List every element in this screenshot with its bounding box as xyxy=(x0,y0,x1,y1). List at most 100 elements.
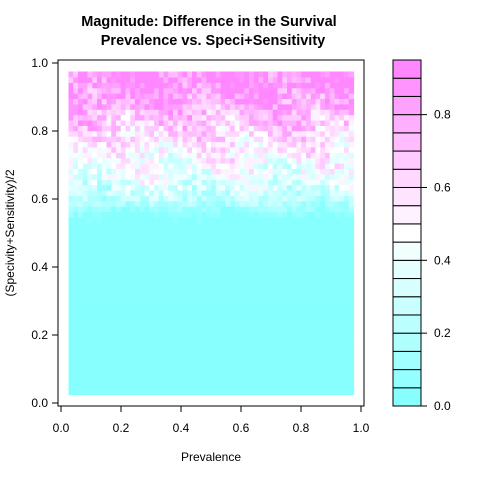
heatmap-cell xyxy=(130,189,136,196)
heatmap-cell xyxy=(258,297,264,304)
heatmap-cell xyxy=(253,254,260,261)
heatmap-cell xyxy=(139,195,146,202)
heatmap-cell xyxy=(106,351,112,358)
heatmap-cell xyxy=(201,362,207,369)
heatmap-cell xyxy=(253,157,260,164)
heatmap-cell xyxy=(173,82,179,89)
heatmap-cell xyxy=(296,71,302,78)
heatmap-cell xyxy=(334,184,340,191)
heatmap-cell xyxy=(206,292,212,299)
heatmap-cell xyxy=(339,313,345,320)
heatmap-cell xyxy=(249,71,255,78)
heatmap-cell xyxy=(182,372,188,379)
heatmap-cell xyxy=(301,302,307,309)
heatmap-cell xyxy=(201,184,207,191)
heatmap-cell xyxy=(249,114,255,121)
heatmap-cell xyxy=(139,82,146,89)
heatmap-cell xyxy=(334,259,340,266)
heatmap-cell xyxy=(325,76,331,83)
heatmap-cell xyxy=(220,249,226,256)
heatmap-cell xyxy=(348,297,355,304)
heatmap-cell xyxy=(78,109,84,116)
heatmap-cell xyxy=(120,367,127,374)
heatmap-cell xyxy=(348,276,355,283)
heatmap-cell xyxy=(258,346,264,353)
heatmap-cell xyxy=(244,87,250,94)
heatmap-cell xyxy=(139,372,146,379)
heatmap-cell xyxy=(163,146,169,153)
heatmap-cell xyxy=(211,302,217,309)
heatmap-cell xyxy=(111,119,117,126)
heatmap-cell xyxy=(92,179,98,186)
heatmap-cell xyxy=(173,356,179,363)
heatmap-cell xyxy=(215,195,222,202)
heatmap-cell xyxy=(111,136,117,143)
heatmap-cell xyxy=(215,324,222,331)
heatmap-cell xyxy=(301,195,307,202)
heatmap-cell xyxy=(149,98,155,105)
heatmap-cell xyxy=(87,141,93,148)
heatmap-cell xyxy=(348,98,355,105)
heatmap-cell xyxy=(230,351,236,358)
heatmap-cell xyxy=(139,227,146,234)
heatmap-cell xyxy=(306,200,312,207)
heatmap-cell xyxy=(120,125,127,132)
heatmap-cell xyxy=(334,302,340,309)
heatmap-cell xyxy=(244,130,250,137)
heatmap-cell xyxy=(196,351,203,358)
heatmap-cell xyxy=(116,130,122,137)
heatmap-cell xyxy=(325,222,331,229)
heatmap-cell xyxy=(211,340,217,347)
heatmap-cell xyxy=(282,109,288,116)
heatmap-cell xyxy=(301,346,307,353)
heatmap-cell xyxy=(211,157,217,164)
heatmap-cell xyxy=(97,146,103,153)
heatmap-cell xyxy=(139,270,146,277)
heatmap-cell xyxy=(244,168,250,175)
heatmap-cell xyxy=(106,308,112,315)
heatmap-cell xyxy=(101,270,108,277)
heatmap-cell xyxy=(306,168,312,175)
heatmap-cell xyxy=(125,103,131,110)
heatmap-cell xyxy=(263,227,269,234)
heatmap-cell xyxy=(344,173,350,180)
heatmap-cell xyxy=(135,286,141,293)
heatmap-cell xyxy=(135,216,141,223)
heatmap-cell xyxy=(215,367,222,374)
heatmap-cell xyxy=(97,76,103,83)
heatmap-cell xyxy=(106,157,112,164)
heatmap-cell xyxy=(139,319,146,326)
heatmap-cell xyxy=(277,227,283,234)
heatmap-cell xyxy=(101,259,108,266)
heatmap-cell xyxy=(253,356,260,363)
heatmap-cell xyxy=(320,372,326,379)
heatmap-cell xyxy=(163,356,169,363)
heatmap-cell xyxy=(149,227,155,234)
heatmap-cell xyxy=(177,211,184,218)
heatmap-cell xyxy=(268,141,274,148)
heatmap-cell xyxy=(82,302,89,309)
heatmap-cell xyxy=(87,200,93,207)
heatmap-cell xyxy=(249,98,255,105)
heatmap-cell xyxy=(206,227,212,234)
heatmap-cell xyxy=(101,367,108,374)
heatmap-cell xyxy=(192,157,198,164)
heatmap-cell xyxy=(168,130,174,137)
heatmap-cell xyxy=(225,71,231,78)
heatmap-cell xyxy=(296,130,302,137)
heatmap-cell xyxy=(258,286,264,293)
heatmap-cell xyxy=(149,362,155,369)
heatmap-cell xyxy=(339,82,345,89)
heatmap-cell xyxy=(277,222,283,229)
heatmap-cell xyxy=(339,146,345,153)
heatmap-cell xyxy=(320,389,326,396)
heatmap-cell xyxy=(73,302,79,309)
heatmap-cell xyxy=(320,76,326,83)
heatmap-cell xyxy=(82,238,89,245)
heatmap-cell xyxy=(173,227,179,234)
heatmap-cell xyxy=(177,93,184,100)
heatmap-cell xyxy=(135,319,141,326)
heatmap-cell xyxy=(116,163,122,169)
heatmap-cell xyxy=(173,184,179,191)
heatmap-cell xyxy=(116,389,122,396)
